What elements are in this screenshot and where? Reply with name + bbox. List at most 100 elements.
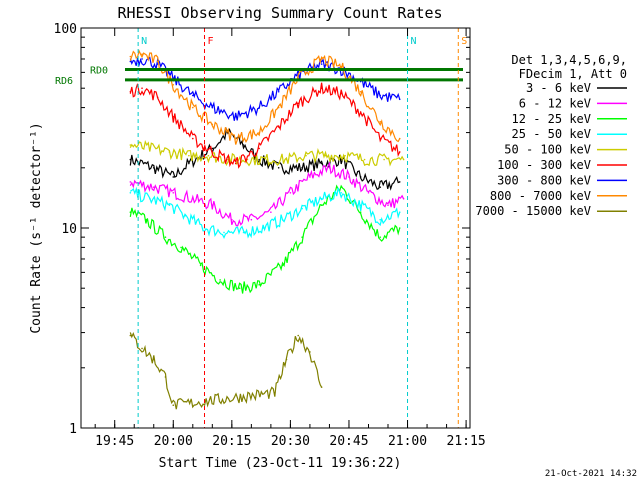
legend-header: Det 1,3,4,5,6,9, xyxy=(511,53,627,67)
annotation-label: F xyxy=(208,36,214,47)
data-point xyxy=(398,211,401,213)
data-point xyxy=(227,158,229,161)
data-point xyxy=(199,264,202,267)
data-point xyxy=(379,236,382,238)
data-point xyxy=(149,147,151,150)
data-point xyxy=(129,158,132,161)
data-point xyxy=(301,207,303,210)
data-point xyxy=(297,334,300,337)
legend-label: 300 - 800 keV xyxy=(497,173,591,187)
legend-label: 25 - 50 keV xyxy=(512,127,591,141)
y-axis-label: Count Rate (s⁻¹ detector⁻¹) xyxy=(29,122,44,333)
data-point xyxy=(301,236,303,238)
data-point xyxy=(344,154,346,157)
data-point xyxy=(359,176,362,178)
data-point xyxy=(273,391,276,394)
data-point xyxy=(188,162,190,165)
data-point xyxy=(129,181,132,183)
data-point xyxy=(234,162,237,165)
data-point xyxy=(258,131,260,134)
legend-label: 6 - 12 keV xyxy=(519,96,591,110)
legend-label: 7000 - 15000 keV xyxy=(475,204,591,218)
data-point xyxy=(320,197,323,200)
data-point xyxy=(320,87,323,90)
data-point xyxy=(309,351,311,353)
data-point xyxy=(152,186,155,188)
data-point xyxy=(258,283,260,286)
data-point xyxy=(387,204,389,207)
data-point xyxy=(258,158,260,161)
data-point xyxy=(359,204,362,207)
series-line-8 xyxy=(129,332,323,410)
y-tick-label: 10 xyxy=(61,222,77,237)
legend-label: 50 - 100 keV xyxy=(504,143,591,157)
data-point xyxy=(320,162,323,165)
data-point xyxy=(289,191,292,194)
series-line-4 xyxy=(129,140,405,167)
data-point xyxy=(156,60,159,63)
x-tick-label: 19:45 xyxy=(95,434,134,449)
axes: 19:45 20:00 20:15 20:30 20:45 21:00 21:15 1 10 10… xyxy=(54,22,486,449)
data-point xyxy=(141,53,143,55)
legend: Det 1,3,4,5,6,9,FDecim 1, Att 03 - 6 keV… xyxy=(475,53,627,218)
data-point xyxy=(359,111,362,113)
data-point xyxy=(398,181,401,183)
data-point xyxy=(340,191,342,194)
x-tick-label: 21:00 xyxy=(388,434,427,449)
data-point xyxy=(211,151,214,153)
data-point xyxy=(277,166,280,169)
data-point xyxy=(211,106,214,109)
data-point xyxy=(164,236,167,238)
data-point xyxy=(359,90,362,93)
data-point xyxy=(281,264,284,267)
series-line-7 xyxy=(129,49,401,145)
series-line-1 xyxy=(129,161,405,227)
data-point xyxy=(141,58,143,60)
annotation-label: N xyxy=(141,36,147,47)
data-point xyxy=(262,227,264,229)
legend-label: 800 - 7000 keV xyxy=(490,189,591,203)
data-point xyxy=(141,87,143,90)
plot-frame xyxy=(80,27,471,429)
y-tick-label: 100 xyxy=(54,22,77,37)
data-point xyxy=(250,218,253,221)
data-point xyxy=(402,158,405,161)
data-point xyxy=(223,231,225,234)
data-point xyxy=(398,98,401,101)
data-point xyxy=(281,218,284,221)
x-tick-label: 20:30 xyxy=(271,434,310,449)
data-point xyxy=(320,204,323,207)
data-point xyxy=(172,404,175,407)
data-point xyxy=(277,90,280,93)
data-point xyxy=(379,94,382,97)
data-point xyxy=(149,197,151,200)
annotation-label: N xyxy=(411,36,417,47)
x-tick-label: 20:15 xyxy=(212,434,251,449)
data-point xyxy=(156,96,159,99)
data-point xyxy=(285,358,288,361)
annotation-label: RD0 xyxy=(90,66,108,77)
data-point xyxy=(172,115,175,118)
data-point xyxy=(379,186,382,188)
data-point xyxy=(145,218,147,221)
data-point xyxy=(348,176,350,178)
data-point xyxy=(191,94,194,97)
data-point xyxy=(188,154,190,157)
data-point xyxy=(305,154,307,157)
data-point xyxy=(359,211,362,213)
data-point xyxy=(285,158,288,161)
data-point xyxy=(231,218,233,221)
data-point xyxy=(266,158,268,161)
data-point xyxy=(277,126,280,128)
data-point xyxy=(320,386,323,388)
data-point xyxy=(129,90,132,93)
data-point xyxy=(301,166,303,169)
data-point xyxy=(191,106,194,109)
data-point xyxy=(238,287,241,290)
data-point xyxy=(129,60,132,63)
x-tick-label: 21:15 xyxy=(447,434,486,449)
data-point xyxy=(297,102,300,105)
data-point xyxy=(309,176,311,178)
data-point xyxy=(398,227,401,229)
